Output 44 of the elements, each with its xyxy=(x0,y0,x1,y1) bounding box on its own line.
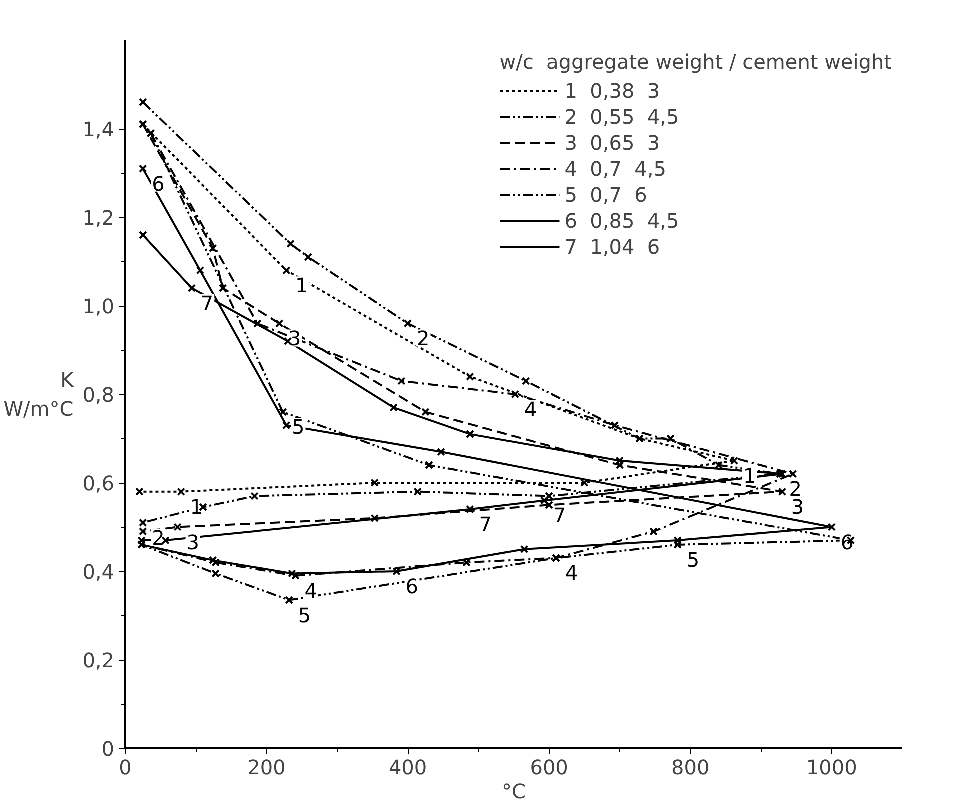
annotation: 3 xyxy=(288,326,302,351)
y-tick-label: 1,2 xyxy=(82,206,115,230)
legend-label: 4 0,7 4,5 xyxy=(564,157,666,181)
y-tick-label: 0,8 xyxy=(82,383,115,407)
annotation: 1 xyxy=(190,494,204,519)
annotation: 7 xyxy=(200,291,214,316)
annotation: 3 xyxy=(186,530,200,554)
y-tick-label: 0,2 xyxy=(82,648,115,672)
x-tick-label: 400 xyxy=(388,756,428,780)
annotation: 7 xyxy=(479,512,492,537)
x-axis-title: °C xyxy=(502,780,526,804)
annotation: 6 xyxy=(152,172,165,196)
legend-label: 3 0,65 3 xyxy=(564,131,660,155)
annotation: 2 xyxy=(417,326,430,351)
legend-label: 6 0,85 4,5 xyxy=(564,209,680,233)
x-tick-label: 200 xyxy=(248,756,286,780)
legend-title: w/c aggregate weight / cement weight xyxy=(500,50,892,74)
annotation: 5 xyxy=(292,415,305,440)
y-tick-label: 0,4 xyxy=(82,560,115,584)
annotation: 4 xyxy=(524,398,538,422)
y-axis-title: K W/m°C xyxy=(4,368,75,421)
annotation: 5 xyxy=(686,548,700,572)
legend-label: 1 0,38 3 xyxy=(564,79,660,103)
annotation: 1 xyxy=(743,464,756,488)
x-tick-label: 0 xyxy=(119,756,132,780)
y-tick-label: 1,0 xyxy=(82,294,115,318)
x-tick-label: 600 xyxy=(530,756,568,780)
annotation: 2 xyxy=(152,526,165,550)
annotation: 4 xyxy=(565,561,578,586)
annotation: 6 xyxy=(840,530,854,554)
y-tick-label: 0,6 xyxy=(82,472,115,496)
y-tick-label: 1,4 xyxy=(82,118,115,142)
annotation: 6 xyxy=(406,574,418,598)
x-tick-label: 1000 xyxy=(806,756,858,780)
legend-label: 2 0,55 4,5 xyxy=(564,105,680,129)
legend-label: 7 1,04 6 xyxy=(564,235,660,259)
legend-label: 5 0,7 6 xyxy=(564,183,648,207)
y-tick-label: 0 xyxy=(102,737,115,761)
annotation: 1 xyxy=(296,274,308,298)
x-tick-label: 800 xyxy=(672,756,710,780)
annotation: 3 xyxy=(791,494,804,519)
annotation: 5 xyxy=(298,603,312,628)
annotation: 7 xyxy=(553,504,566,528)
annotation: 4 xyxy=(304,578,318,603)
